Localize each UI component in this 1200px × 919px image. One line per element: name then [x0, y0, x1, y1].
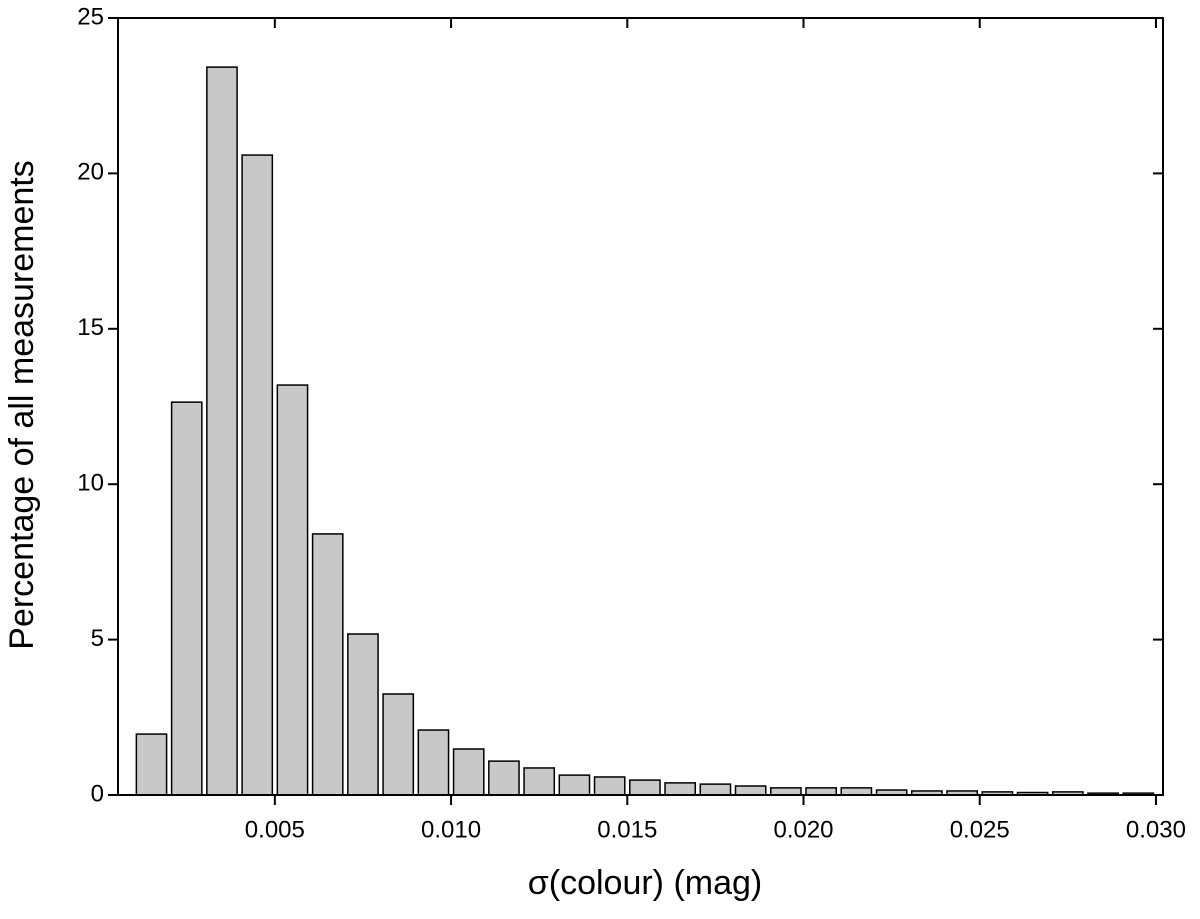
bar	[734, 785, 767, 796]
bar	[241, 154, 274, 796]
bar	[699, 783, 732, 796]
bar	[452, 748, 485, 796]
bar	[770, 787, 802, 796]
bar	[382, 693, 415, 796]
y-tick-label: 20	[77, 159, 104, 186]
plot-frame	[117, 17, 1164, 796]
bar	[276, 384, 309, 796]
x-axis-title: σ(colour) (mag)	[528, 864, 762, 902]
y-tick-label: 10	[77, 470, 104, 497]
bar	[558, 774, 591, 796]
x-tick-label: 0.010	[421, 816, 481, 843]
bar	[417, 729, 450, 796]
x-tick-label: 0.015	[597, 816, 657, 843]
bar	[840, 787, 873, 796]
x-tick-label: 0.020	[773, 816, 833, 843]
x-tick-label: 0.025	[950, 816, 1010, 843]
y-tick-label: 0	[91, 780, 104, 807]
bar	[488, 760, 520, 796]
x-tick-label: 0.030	[1126, 816, 1186, 843]
bar	[347, 633, 379, 796]
bar	[629, 779, 661, 796]
bar	[206, 66, 238, 796]
x-tick-label: 0.005	[245, 816, 305, 843]
y-tick-label: 25	[77, 3, 104, 30]
bar	[805, 787, 838, 796]
y-tick-label: 5	[91, 625, 104, 652]
bar	[135, 733, 168, 796]
y-axis-title: Percentage of all measurements	[3, 160, 41, 649]
bar	[664, 782, 697, 796]
bar	[593, 776, 626, 796]
bar	[311, 533, 344, 796]
bar	[523, 767, 556, 796]
bar	[170, 401, 203, 796]
y-tick-label: 15	[77, 314, 104, 341]
